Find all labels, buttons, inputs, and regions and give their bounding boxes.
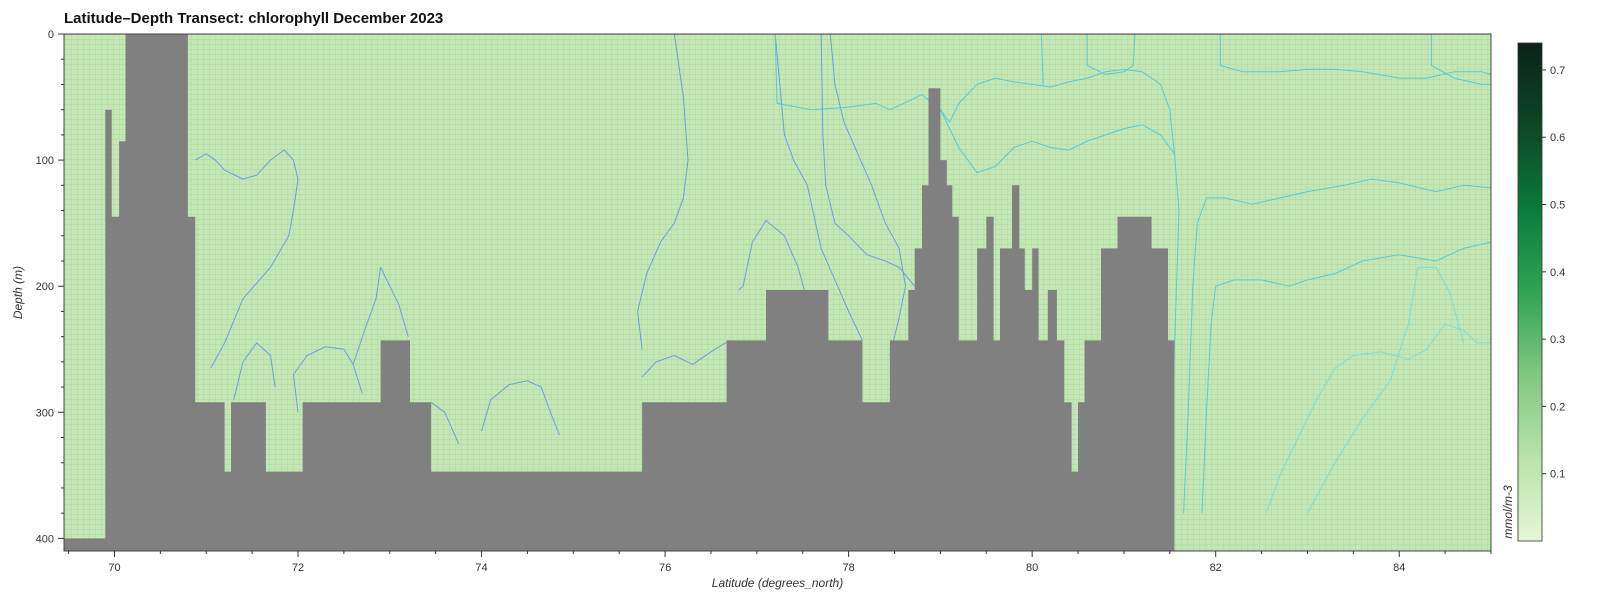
contour-line-20 (1430, 34, 1491, 85)
y-tick-label: 100 (36, 155, 54, 167)
contour-line-21 (774, 34, 891, 111)
contour-line-1 (194, 149, 299, 369)
contour-line-14 (939, 68, 1180, 514)
y-tick-label: 400 (36, 533, 54, 545)
x-tick-label: 80 (1026, 562, 1038, 574)
colorbar-tick-label: 0.3 (1550, 334, 1565, 346)
contour-line-5 (430, 401, 460, 445)
colorbar-tick-label: 0.6 (1550, 132, 1565, 144)
land-mask (64, 34, 1175, 551)
contour-line-22 (1040, 34, 1044, 85)
contour-line-7 (641, 339, 730, 378)
colorbar (1517, 42, 1543, 542)
y-tick-label: 200 (36, 281, 54, 293)
x-tick-label: 84 (1393, 562, 1405, 574)
contour-line-19 (1219, 34, 1491, 79)
chart-title: Latitude–Depth Transect: chlorophyll Dec… (64, 10, 444, 27)
colorbar-tick-label: 0.4 (1550, 267, 1565, 279)
y-tick-label: 0 (48, 29, 54, 41)
contour-line-2 (233, 342, 276, 400)
y-tick-label: 300 (36, 407, 54, 419)
contour-line-15 (1183, 178, 1491, 514)
contour-line-11 (829, 34, 906, 356)
colorbar-tick-label: 0.7 (1550, 65, 1565, 77)
x-axis: 70 72 74 76 78 80 82 84 (68, 551, 1492, 574)
colorbar-tick-label: 0.2 (1550, 401, 1565, 413)
contour-line-16 (1201, 241, 1491, 514)
x-tick-label: 82 (1210, 562, 1222, 574)
x-tick-label: 70 (108, 562, 120, 574)
colorbar-ticks: 0.1 0.2 0.3 0.4 0.5 0.6 0.7 (1542, 65, 1565, 481)
x-tick-label: 74 (475, 562, 487, 574)
y-axis: 0 100 200 300 400 (36, 29, 64, 545)
contour-line-6 (481, 380, 560, 436)
contour-line-10 (774, 34, 863, 341)
contour-line-8 (637, 34, 689, 350)
contour-line-4 (352, 266, 409, 365)
x-tick-label: 72 (292, 562, 304, 574)
plot-frame (63, 33, 1492, 552)
x-tick-label: 78 (842, 562, 854, 574)
contour-layer (194, 34, 1491, 514)
contour-line-17 (1265, 323, 1491, 514)
x-tick-label: 76 (659, 562, 671, 574)
colorbar-label: mmol/m-3 (1501, 485, 1515, 539)
contour-line-23 (1086, 34, 1136, 75)
colorbar-tick-label: 0.1 (1550, 469, 1565, 481)
contour-line-18 (1307, 266, 1464, 514)
x-axis-label: Latitude (degrees_north) (712, 576, 843, 590)
contour-line-12 (820, 34, 916, 287)
colorbar-tick-label: 0.5 (1550, 200, 1565, 212)
y-axis-label: Depth (m) (11, 266, 25, 319)
